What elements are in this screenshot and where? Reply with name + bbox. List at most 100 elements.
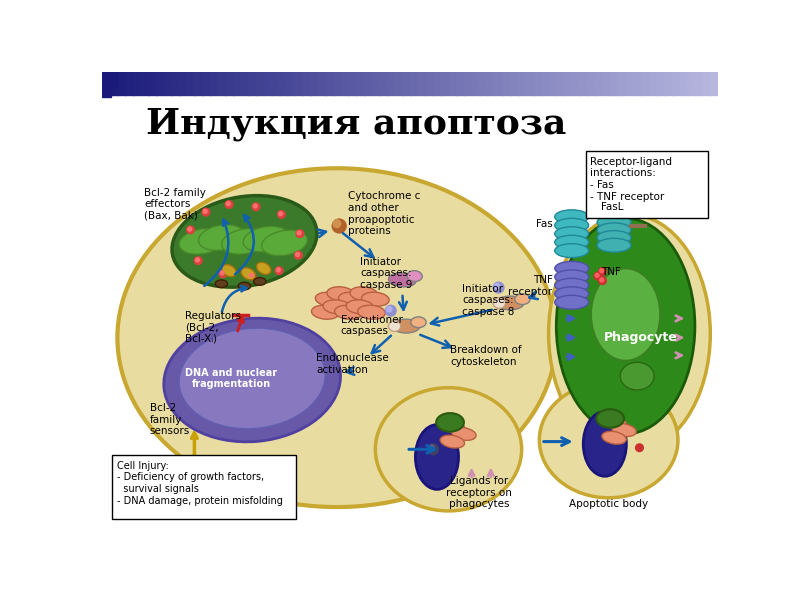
Bar: [271, 72, 280, 95]
Ellipse shape: [350, 287, 378, 301]
Bar: [594, 72, 603, 95]
Circle shape: [195, 258, 199, 262]
Bar: [186, 72, 195, 95]
Text: TNF
receptor: TNF receptor: [508, 275, 553, 297]
Ellipse shape: [362, 292, 389, 306]
Circle shape: [203, 209, 207, 213]
Ellipse shape: [241, 268, 255, 280]
Circle shape: [636, 444, 643, 452]
Bar: [426, 72, 434, 95]
Circle shape: [600, 269, 604, 272]
Bar: [156, 72, 164, 95]
Text: Индукция апоптоза: Индукция апоптоза: [146, 107, 566, 142]
Ellipse shape: [389, 321, 401, 331]
Circle shape: [252, 203, 260, 211]
Ellipse shape: [602, 431, 626, 444]
Text: Receptor-ligand
interactions:
- Fas
- TNF receptor: Receptor-ligand interactions: - Fas - TN…: [590, 157, 672, 202]
Ellipse shape: [514, 294, 530, 305]
Bar: [626, 72, 634, 95]
Bar: [441, 72, 450, 95]
Circle shape: [202, 208, 210, 216]
Bar: [171, 72, 180, 95]
Circle shape: [250, 274, 254, 277]
Ellipse shape: [415, 425, 458, 490]
Bar: [433, 72, 442, 95]
Ellipse shape: [597, 200, 631, 214]
Circle shape: [598, 277, 606, 284]
FancyBboxPatch shape: [586, 151, 708, 218]
FancyBboxPatch shape: [112, 455, 296, 518]
Bar: [226, 72, 234, 95]
Ellipse shape: [554, 210, 589, 224]
Bar: [326, 72, 334, 95]
Circle shape: [600, 278, 604, 282]
Circle shape: [386, 307, 392, 312]
Text: Cytochrome c
and other
proapoptotic
proteins: Cytochrome c and other proapoptotic prot…: [349, 191, 421, 236]
Bar: [394, 72, 403, 95]
Ellipse shape: [452, 427, 476, 440]
Bar: [163, 72, 172, 95]
Bar: [610, 72, 618, 95]
Ellipse shape: [243, 226, 289, 252]
Bar: [110, 72, 118, 95]
Bar: [248, 72, 257, 95]
Circle shape: [598, 268, 606, 275]
Text: Ligands for
receptors on
phagocytes: Ligands for receptors on phagocytes: [446, 476, 512, 509]
Bar: [549, 72, 557, 95]
Circle shape: [429, 445, 434, 451]
Ellipse shape: [612, 424, 636, 436]
Text: Phagocyte: Phagocyte: [604, 331, 678, 344]
Bar: [656, 72, 665, 95]
Bar: [349, 72, 357, 95]
Ellipse shape: [554, 235, 589, 249]
Ellipse shape: [554, 287, 589, 301]
Ellipse shape: [410, 317, 426, 328]
Circle shape: [254, 204, 257, 208]
Bar: [148, 72, 157, 95]
Bar: [679, 72, 688, 95]
Bar: [194, 72, 203, 95]
Bar: [364, 72, 372, 95]
Text: Executioner
caspases: Executioner caspases: [341, 314, 402, 336]
Bar: [371, 72, 380, 95]
Ellipse shape: [620, 362, 654, 390]
Ellipse shape: [554, 218, 589, 232]
Circle shape: [296, 253, 299, 256]
Circle shape: [278, 211, 286, 218]
Ellipse shape: [597, 238, 631, 252]
Bar: [179, 72, 187, 95]
Circle shape: [296, 230, 304, 238]
Bar: [641, 72, 650, 95]
Bar: [464, 72, 472, 95]
Ellipse shape: [172, 196, 317, 287]
Bar: [287, 72, 295, 95]
Bar: [556, 72, 565, 95]
Ellipse shape: [222, 265, 236, 277]
Bar: [141, 72, 149, 95]
Ellipse shape: [493, 298, 506, 308]
Circle shape: [294, 251, 302, 259]
Bar: [634, 72, 642, 95]
Ellipse shape: [554, 270, 589, 284]
Bar: [210, 72, 218, 95]
Bar: [472, 72, 480, 95]
Bar: [672, 72, 680, 95]
Bar: [479, 72, 488, 95]
Text: Initiator
caspases:
caspase 9: Initiator caspases: caspase 9: [360, 257, 412, 290]
Ellipse shape: [554, 262, 589, 275]
Ellipse shape: [554, 227, 589, 241]
Circle shape: [275, 267, 283, 275]
Text: Endonuclease
activation: Endonuclease activation: [316, 353, 389, 374]
Ellipse shape: [334, 305, 362, 319]
Text: FasL: FasL: [601, 202, 623, 212]
Bar: [541, 72, 550, 95]
Ellipse shape: [597, 230, 631, 244]
Circle shape: [493, 282, 504, 293]
Bar: [449, 72, 457, 95]
Ellipse shape: [338, 292, 366, 306]
Ellipse shape: [222, 229, 267, 254]
Bar: [333, 72, 342, 95]
Ellipse shape: [179, 229, 225, 254]
Bar: [587, 72, 595, 95]
Ellipse shape: [392, 319, 420, 333]
